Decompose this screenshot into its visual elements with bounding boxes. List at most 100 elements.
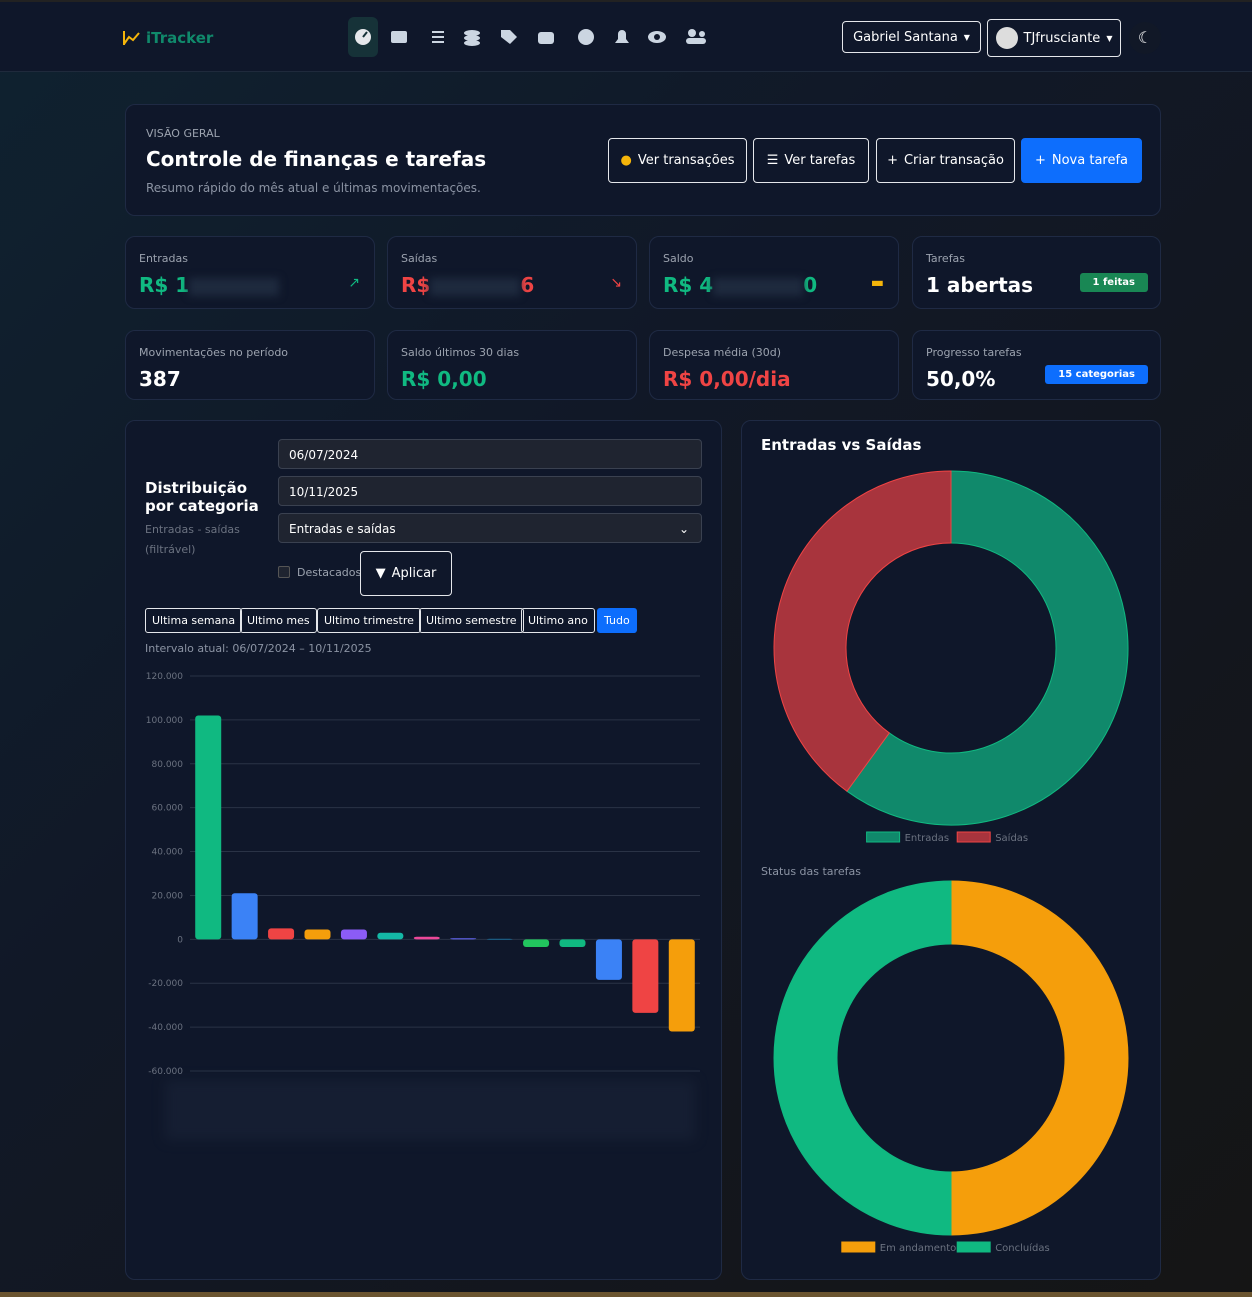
range-button[interactable]: Ultimo semestre <box>419 608 524 633</box>
icon: + <box>887 153 898 168</box>
select-value: Entradas e saídas <box>289 522 396 536</box>
legend-label: Entradas <box>905 833 950 844</box>
stat-card: Movimentações no período 387 <box>125 330 375 400</box>
caret: ▼ <box>963 32 970 42</box>
range-button[interactable]: Tudo <box>597 608 637 633</box>
checkbox[interactable] <box>278 566 290 578</box>
chart-title: Entradas vs Saídas <box>761 436 921 454</box>
icon: ▼ <box>375 566 386 581</box>
y-tick-label: 120.000 <box>146 672 183 682</box>
bar <box>195 715 222 940</box>
doughnut-segment <box>950 880 1129 1236</box>
profile-dropdown[interactable]: TJfrusciante ▼ <box>987 19 1121 57</box>
stat-value-start: R$ <box>401 273 431 297</box>
bar <box>450 938 477 940</box>
legend-swatch <box>956 1241 991 1253</box>
range-button[interactable]: Ultima semana <box>145 608 243 633</box>
account-name: Gabriel Santana <box>853 29 958 45</box>
apply-button[interactable]: ▼ Aplicar <box>360 551 452 596</box>
stat-card: Saldo últimos 30 dias R$ 0,00 <box>387 330 637 400</box>
bar <box>413 936 440 940</box>
interval: Intervalo atual: 06/07/2024 – 10/11/2025 <box>145 642 372 655</box>
y-tick-label: 100.000 <box>146 716 183 726</box>
icon: ☰ <box>766 153 779 168</box>
stat-value-start: R$ 1 <box>139 273 190 297</box>
date-start[interactable]: 06/07/2024 <box>278 439 702 469</box>
bar <box>340 929 367 940</box>
theme-toggle[interactable]: ☾ <box>1129 22 1161 54</box>
stat-value-text: R$ 0,00 <box>401 367 487 391</box>
navbar: iTracker Gabriel Santana ▼ TJfrusciante ▼ … <box>0 0 1252 72</box>
legend-swatch <box>956 831 991 843</box>
account-dropdown[interactable]: Gabriel Santana ▼ <box>842 21 981 53</box>
bar <box>268 928 295 940</box>
bar <box>523 939 550 948</box>
brand-icon <box>123 31 140 45</box>
date-end[interactable]: 10/11/2025 <box>278 476 702 506</box>
btn-transacoes[interactable]: ● Ver transações <box>608 138 747 183</box>
brand[interactable]: iTracker <box>146 29 214 47</box>
btn-tarefas[interactable]: ☰ Ver tarefas <box>753 138 869 183</box>
checkbox-label: Destacados <box>297 566 362 579</box>
header-title: Controle de finanças e tarefas <box>146 147 487 171</box>
badge: 15 categorias <box>1045 365 1148 384</box>
stat-value-text: R$ 0,00/dia <box>663 367 791 391</box>
stat-value-text: 387 <box>139 367 181 391</box>
nav-icons <box>355 29 706 46</box>
stat-value: R$ 4 0 <box>663 273 817 297</box>
stat-card: Progresso tarefas 50,0% 15 categorias <box>912 330 1161 400</box>
stat-label: Tarefas <box>926 252 966 265</box>
blurred-labels <box>165 1080 695 1140</box>
blurred-value <box>713 277 804 296</box>
btn-label: Criar transação <box>903 153 1004 168</box>
kind-select[interactable]: Entradas e saídas ⌄ <box>278 513 702 543</box>
range-button[interactable]: Ultimo mes <box>240 608 317 633</box>
btn-label: Ver tarefas <box>784 153 856 168</box>
stat-value-start: R$ 4 <box>663 273 714 297</box>
btn-nova[interactable]: + Nova tarefa <box>1021 138 1142 183</box>
legend-label: Em andamento <box>880 1243 956 1254</box>
stat-value: R$ 6 <box>401 273 534 297</box>
bar-chart: -60.000 -40.000 -20.000 0 20.000 40.000 60.000… <box>146 672 700 1140</box>
doughnut-segment <box>773 470 952 792</box>
stat-card: Tarefas 1 abertas 1 feitas <box>912 236 1161 309</box>
icon: ● <box>620 153 632 168</box>
y-tick-label: -20.000 <box>148 979 183 989</box>
range-button[interactable]: Ultimo ano <box>521 608 595 633</box>
btn-criar[interactable]: + Criar transação <box>876 138 1015 183</box>
stat-value: 387 <box>139 367 181 391</box>
stat-card: Despesa média (30d) R$ 0,00/dia <box>649 330 899 400</box>
y-tick-label: 0 <box>177 935 183 945</box>
btn-label: Aplicar <box>391 566 437 581</box>
legend-swatch <box>841 1241 876 1253</box>
stat-icon: ▬ <box>870 275 884 291</box>
doughnut-segment <box>773 880 952 1236</box>
legend-swatch <box>866 831 901 843</box>
stat-value: 1 abertas <box>926 273 1033 297</box>
stat-value-end: 6 <box>520 273 535 297</box>
panel-subtitle: Entradas - saídas (filtrável) <box>145 523 240 556</box>
icon: + <box>1034 153 1046 168</box>
badge: 1 feitas <box>1079 273 1148 292</box>
bar <box>304 929 331 940</box>
stat-label: Saídas <box>401 252 438 265</box>
stat-value: 50,0% <box>926 367 995 391</box>
stat-value: R$ 0,00 <box>401 367 487 391</box>
bar <box>377 932 404 940</box>
header-subtitle: Resumo rápido do mês atual e últimas mov… <box>146 181 481 195</box>
bar <box>559 939 586 948</box>
btn-label: Ver transações <box>637 153 735 168</box>
stat-icon: ↗ <box>348 275 360 291</box>
avatar <box>995 27 1018 49</box>
stat-label: Entradas <box>139 252 188 265</box>
chart-title: Status das tarefas <box>761 865 861 878</box>
stat-value-text: 50,0% <box>926 367 996 391</box>
blurred-value <box>430 277 521 296</box>
y-tick-label: 20.000 <box>152 891 184 901</box>
y-tick-label: -40.000 <box>148 1023 183 1033</box>
range-button[interactable]: Ultimo trimestre <box>317 608 421 633</box>
y-tick-label: 80.000 <box>152 760 184 770</box>
stat-value: R$ 1 <box>139 273 280 297</box>
panel-title: Distribuição por categoria <box>145 479 259 515</box>
